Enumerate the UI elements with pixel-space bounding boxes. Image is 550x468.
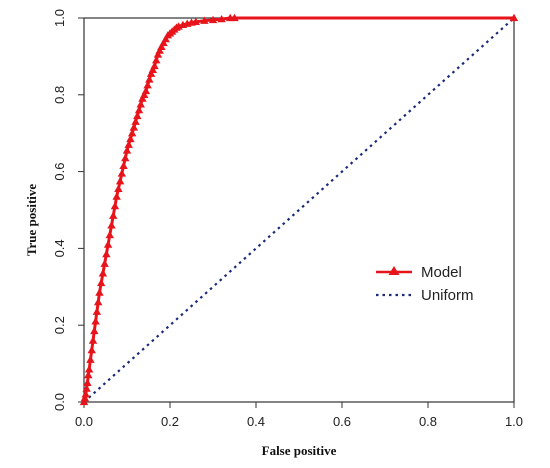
model-point <box>200 16 209 24</box>
model-point <box>153 50 163 58</box>
model-point <box>134 105 144 114</box>
x-tick-label: 0.0 <box>75 414 93 429</box>
x-axis-label: False positive <box>262 443 337 458</box>
series-uniform-line <box>83 17 515 403</box>
model-point <box>97 278 106 287</box>
model-point <box>83 378 92 386</box>
series-model-markers <box>79 13 519 406</box>
model-point <box>109 211 118 219</box>
model-point <box>79 397 89 406</box>
model-point <box>107 221 116 229</box>
model-point <box>148 65 157 73</box>
model-point <box>86 355 95 363</box>
model-point <box>140 90 149 98</box>
y-axis-label: True positive <box>24 184 39 257</box>
model-point <box>93 297 103 306</box>
model-point <box>91 317 100 325</box>
y-tick-label: 0.2 <box>52 316 67 334</box>
model-point <box>150 61 159 70</box>
model-point <box>100 259 109 267</box>
model-point <box>136 100 145 108</box>
model-point <box>114 184 123 193</box>
model-point <box>112 192 121 200</box>
y-tick-label: 0.4 <box>52 239 67 257</box>
model-point <box>122 146 132 154</box>
legend: Model Uniform <box>376 264 474 304</box>
y-axis <box>78 17 84 403</box>
model-point <box>131 117 140 125</box>
model-point <box>102 249 111 258</box>
model-point <box>191 17 200 25</box>
x-axis <box>83 402 515 408</box>
x-tick-label: 0.6 <box>333 414 351 429</box>
model-point <box>105 230 114 239</box>
model-point <box>127 129 137 137</box>
model-point <box>152 56 161 64</box>
model-point <box>145 75 154 83</box>
model-point <box>82 384 91 392</box>
model-point <box>509 13 519 22</box>
model-point <box>138 94 147 102</box>
model-point <box>146 69 156 77</box>
y-tick-label: 0.6 <box>52 163 67 181</box>
model-point <box>217 14 226 23</box>
model-point <box>103 240 113 248</box>
model-point <box>124 140 133 148</box>
y-tick-label: 1.0 <box>52 9 67 27</box>
model-point <box>157 42 166 50</box>
x-tick-label: 0.4 <box>247 414 265 429</box>
model-point <box>161 34 170 43</box>
model-point <box>84 365 94 373</box>
x-tick-label: 1.0 <box>505 414 523 429</box>
model-point <box>230 13 239 22</box>
x-tick-label: 0.2 <box>161 414 179 429</box>
y-tick-label: 0.8 <box>52 86 67 104</box>
model-point <box>92 307 102 315</box>
model-point <box>88 336 98 344</box>
legend-uniform-label: Uniform <box>421 287 474 304</box>
model-point <box>133 111 142 120</box>
model-point <box>126 134 135 143</box>
model-point <box>119 161 128 169</box>
model-point <box>129 123 139 131</box>
x-tick-labels: 0.0 0.2 0.4 0.6 0.8 1.0 <box>75 414 523 429</box>
y-tick-labels: 0.0 0.2 0.4 0.6 0.8 1.0 <box>52 9 67 411</box>
legend-model-marker <box>388 266 400 275</box>
model-point <box>121 153 130 162</box>
model-point <box>117 169 127 177</box>
model-point <box>80 393 90 402</box>
model-point <box>110 201 120 210</box>
model-point <box>208 15 218 24</box>
model-point <box>155 46 164 54</box>
model-point <box>159 38 168 47</box>
model-point <box>141 86 151 95</box>
model-point <box>87 345 96 354</box>
y-tick-label: 0.0 <box>52 393 67 411</box>
model-point <box>143 81 152 89</box>
legend-model-label: Model <box>421 264 462 281</box>
model-point <box>81 390 90 398</box>
model-point <box>115 177 125 185</box>
model-point <box>95 288 104 296</box>
model-point <box>90 326 99 335</box>
model-point <box>84 370 93 379</box>
x-tick-label: 0.8 <box>419 414 437 429</box>
model-point <box>98 269 108 277</box>
